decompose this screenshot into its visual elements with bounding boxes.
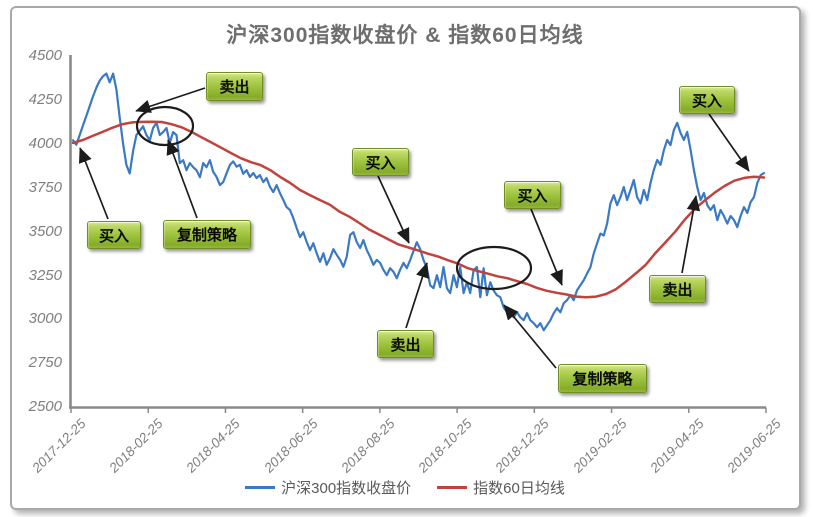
y-tick-label: 4250 xyxy=(28,90,62,108)
y-tick-label: 4000 xyxy=(28,134,62,152)
legend-label-ma: 指数60日均线 xyxy=(473,480,565,497)
annotation-arrow xyxy=(135,87,206,113)
annotation-arrow xyxy=(166,139,198,219)
highlight-ellipse xyxy=(455,245,533,291)
copy-strategy-button[interactable]: 复制策略 xyxy=(163,220,251,249)
buy-button[interactable]: 买入 xyxy=(679,86,735,114)
sell-button[interactable]: 卖出 xyxy=(649,275,706,303)
buy-button[interactable]: 买入 xyxy=(504,181,561,209)
series-ma60-line xyxy=(71,120,766,299)
y-tick-label: 4500 xyxy=(28,47,62,64)
y-tick-label: 2500 xyxy=(28,398,62,416)
annotation-arrow xyxy=(405,262,430,329)
annotation-arrow xyxy=(681,195,701,274)
annotation-arrow xyxy=(530,208,563,286)
y-tick-label: 3000 xyxy=(28,310,62,328)
legend-line-ma-icon xyxy=(437,486,468,489)
legend-line-close-icon xyxy=(245,486,276,489)
chart-title: 沪深300指数收盘价 & 指数60日均线 xyxy=(226,24,584,47)
annotation-arrow xyxy=(708,113,750,172)
annotation-arrow xyxy=(503,304,557,369)
y-tick-label: 3500 xyxy=(28,222,62,240)
legend-label-close: 沪深300指数收盘价 xyxy=(281,480,412,497)
y-tick-label: 2750 xyxy=(28,354,62,372)
annotation-arrow xyxy=(78,147,109,220)
y-tick-label: 3250 xyxy=(28,266,62,284)
highlight-ellipse xyxy=(135,105,195,147)
buy-button[interactable]: 买入 xyxy=(352,148,409,176)
annotation-arrow xyxy=(377,175,410,244)
series-close-line xyxy=(71,72,766,332)
sell-button[interactable]: 卖出 xyxy=(377,330,434,358)
y-tick-label: 3750 xyxy=(28,178,62,196)
legend: 沪深300指数收盘价 指数60日均线 xyxy=(10,477,800,498)
copy-strategy-button[interactable]: 复制策略 xyxy=(558,364,647,393)
chart-frame xyxy=(10,6,801,510)
buy-button[interactable]: 买入 xyxy=(87,221,141,249)
sell-button[interactable]: 卖出 xyxy=(206,72,263,101)
